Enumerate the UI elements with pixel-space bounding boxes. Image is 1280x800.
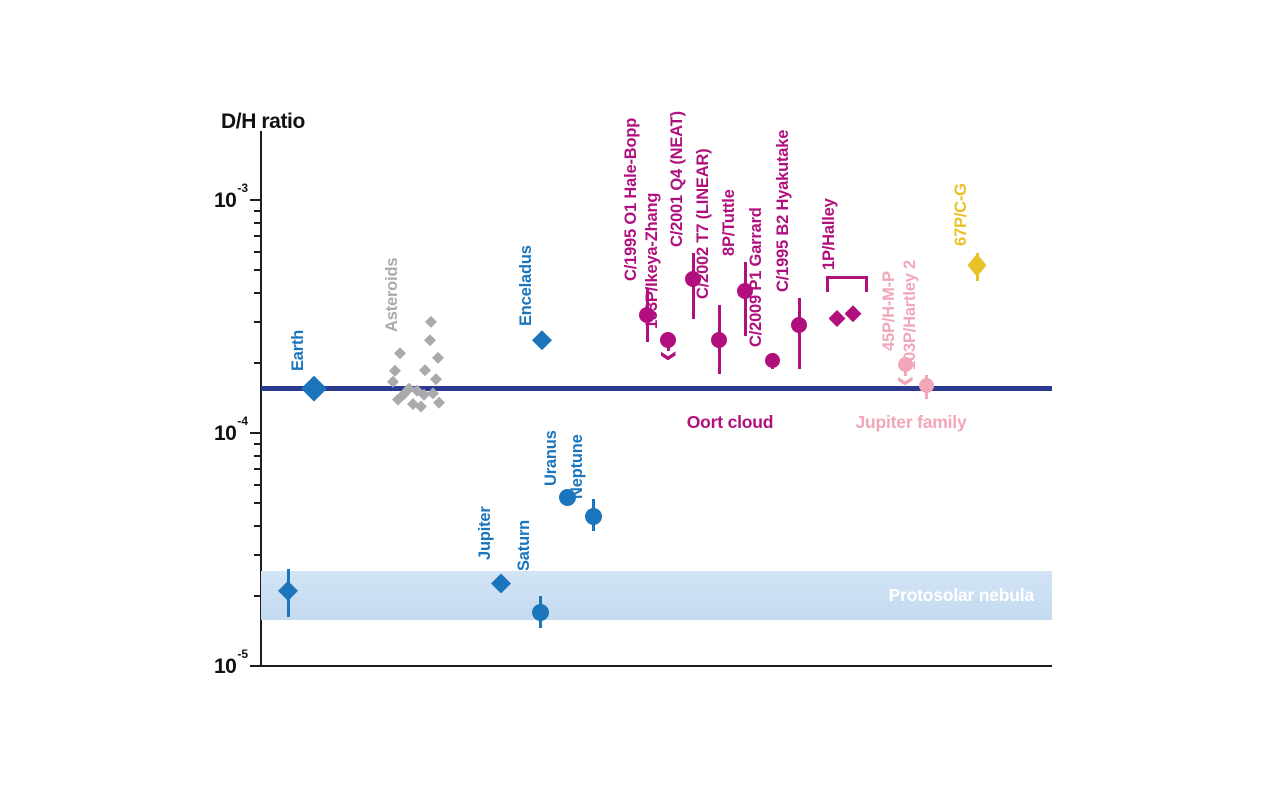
- y-axis-minor-tick: [254, 483, 261, 486]
- oort-cloud-group-label: Oort cloud: [686, 412, 774, 432]
- label-45p-h-m-p: 45P/H-M-P: [880, 271, 898, 351]
- marker-c-1995-o1-hale-bopp: [639, 307, 655, 324]
- marker-protosolar-nebula-value: [278, 580, 298, 601]
- marker-asteroid: [425, 315, 437, 328]
- protosolar-nebula-label: Protosolar nebula: [888, 584, 1035, 605]
- chart-title: D/H ratio: [221, 110, 305, 133]
- jupiter-family-group-label: Jupiter family: [855, 412, 967, 432]
- errorbar-8p-tuttle: [743, 262, 747, 337]
- y-axis-minor-tick: [254, 320, 261, 323]
- y-axis-minor-tick: [254, 442, 261, 445]
- y-axis-minor-tick: [254, 209, 261, 212]
- y-axis-minor-tick: [254, 502, 261, 505]
- earth-ocean-water-line: [261, 386, 1052, 392]
- label-67p-c-g: 67P/C-G: [952, 183, 970, 246]
- y-axis-minor-tick: [254, 269, 261, 272]
- label-uranus: Uranus: [542, 430, 560, 486]
- label-103p-hartley-2: 103P/Hartley 2: [901, 259, 919, 370]
- label-earth: Earth: [289, 329, 307, 371]
- marker-earth: [301, 375, 327, 402]
- marker-asteroid: [427, 387, 439, 400]
- label-asteroids: Asteroids: [383, 257, 401, 332]
- label-8p-tuttle: 8P/Tuttle: [720, 189, 738, 256]
- marker-1p-halley-point-2: [844, 305, 862, 323]
- marker-uranus: [558, 488, 576, 506]
- y-axis-minor-tick: [254, 361, 261, 364]
- y-axis-minor-tick: [254, 594, 261, 597]
- y-axis-minor-tick: [254, 468, 261, 471]
- label-jupiter: Jupiter: [476, 506, 494, 560]
- marker-asteroid: [389, 364, 401, 377]
- y-tick-label: 10-5: [213, 647, 248, 678]
- y-tick-label: 10-4: [213, 414, 248, 445]
- marker-asteroid: [387, 375, 399, 388]
- marker-asteroid: [419, 364, 431, 377]
- protosolar-nebula-band: Protosolar nebula: [261, 571, 1052, 620]
- down-arrow-icon: [660, 351, 676, 361]
- marker-jupiter: [491, 573, 511, 594]
- marker-1p-halley-point-1: [828, 310, 846, 327]
- marker-asteroid: [415, 400, 427, 413]
- down-arrow-icon: [897, 376, 913, 386]
- marker-saturn: [531, 603, 549, 621]
- marker-asteroid: [418, 388, 430, 401]
- marker-c-2001-q4-neat: [685, 270, 701, 287]
- marker-45p-h-m-p: [897, 356, 913, 372]
- y-axis-minor-tick: [254, 235, 261, 238]
- marker-67p-c-g: [967, 253, 987, 277]
- marker-c-2002-t7-linear: [711, 332, 727, 349]
- y-axis: [260, 131, 262, 667]
- marker-c-2009-p1-garrard: [764, 352, 780, 368]
- marker-asteroid: [392, 393, 404, 406]
- marker-153p-ikeya-zhang: [660, 332, 676, 349]
- label-c-2009-p1-garrard: C/2009 P1 Garrard: [747, 207, 765, 347]
- label-enceladus: Enceladus: [517, 245, 535, 326]
- y-axis-minor-tick: [254, 291, 261, 294]
- label-saturn: Saturn: [515, 519, 533, 571]
- marker-8p-tuttle: [737, 283, 753, 300]
- label-c-1995-b2-hyakutake: C/1995 B2 Hyakutake: [774, 129, 792, 292]
- marker-asteroid: [430, 373, 442, 386]
- label-1p-halley: 1P/Halley: [820, 198, 838, 270]
- x-axis: [260, 665, 1052, 667]
- errorbar-c-1995-b2-hyakutake: [797, 297, 801, 370]
- y-axis-minor-tick: [254, 454, 261, 457]
- marker-asteroid: [424, 334, 436, 347]
- marker-asteroid: [394, 347, 406, 360]
- marker-enceladus: [532, 330, 552, 351]
- marker-c-1995-b2-hyakutake: [791, 317, 807, 334]
- y-axis-minor-tick: [254, 553, 261, 556]
- label-c-2001-q4-neat: C/2001 Q4 (NEAT): [668, 111, 686, 247]
- halley-bracket: [826, 276, 868, 292]
- y-axis-major-tick: [250, 199, 261, 201]
- y-axis-major-tick: [250, 665, 261, 667]
- marker-asteroid: [432, 351, 444, 364]
- y-tick-label: 10-3: [213, 181, 248, 212]
- y-axis-minor-tick: [254, 524, 261, 527]
- y-axis-minor-tick: [254, 250, 261, 253]
- marker-neptune: [584, 507, 602, 525]
- marker-asteroid: [433, 396, 445, 409]
- label-c-1995-o1-hale-bopp: C/1995 O1 Hale-Bopp: [622, 117, 640, 281]
- y-axis-minor-tick: [254, 221, 261, 224]
- y-axis-major-tick: [250, 432, 261, 434]
- marker-103p-hartley-2: [918, 377, 934, 393]
